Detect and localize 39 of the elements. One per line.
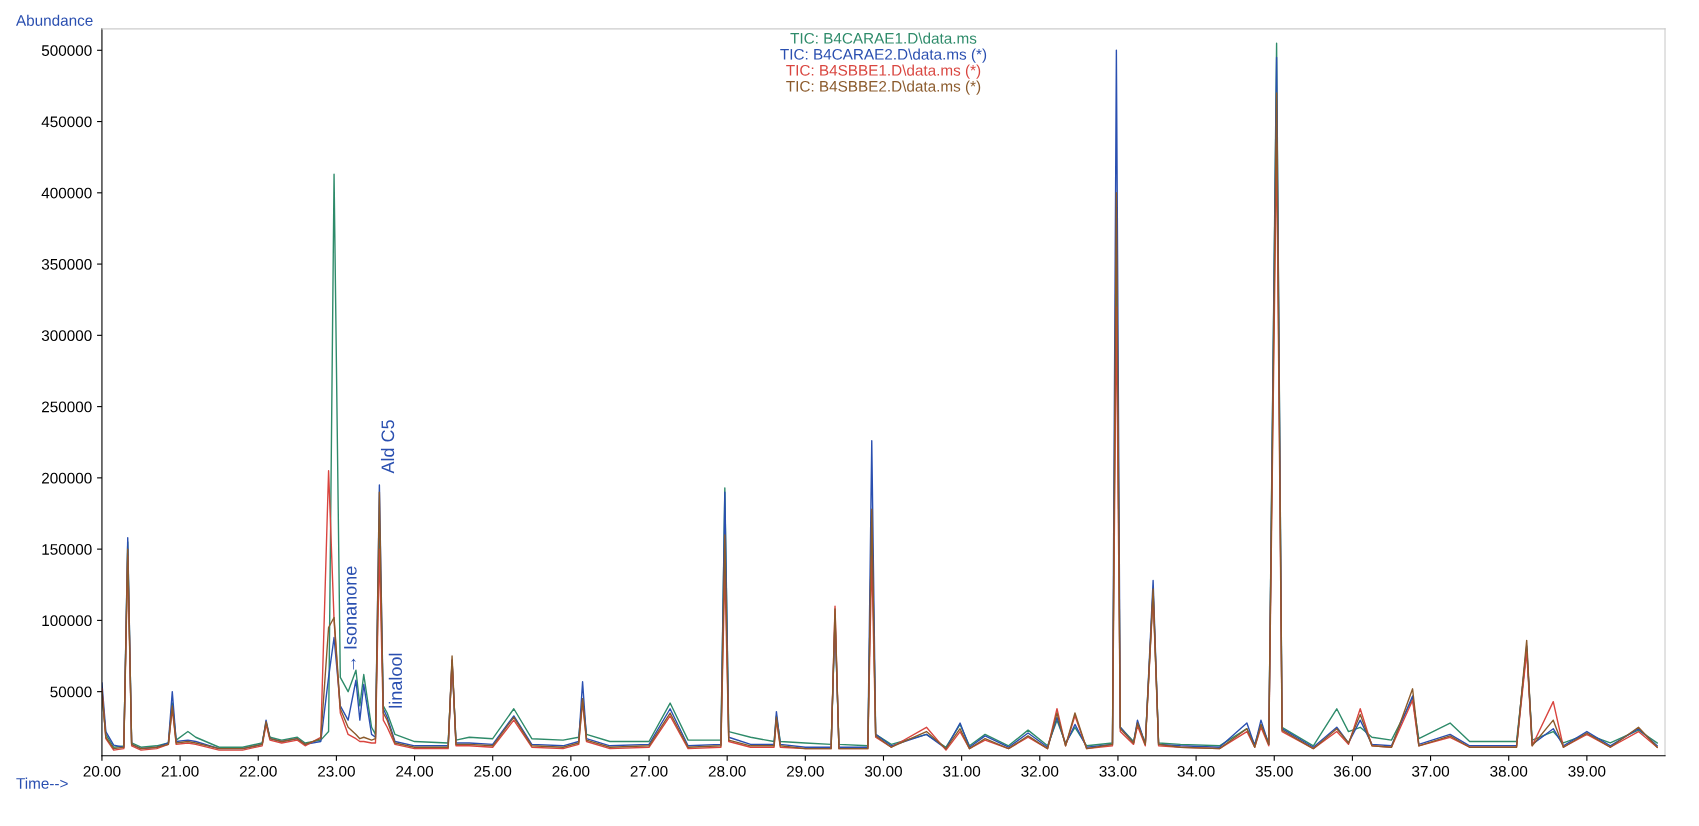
x-tick-label: 25.00 — [474, 765, 512, 777]
text: TIC: B4CARAE1.D\data.ms — [790, 32, 977, 44]
x-axis-title: Time--> — [16, 777, 68, 789]
y-tick-label: 50000 — [50, 686, 92, 698]
y-tick-label: 500000 — [41, 45, 92, 56]
x-tick-label: 23.00 — [318, 765, 355, 777]
x-tick-label: 22.00 — [239, 765, 277, 777]
y-tick-label: 350000 — [41, 258, 92, 270]
x-tick-label: 27.00 — [630, 765, 668, 777]
x-tick-label: 31.00 — [943, 765, 981, 777]
x-tick-label: 20.00 — [83, 765, 121, 777]
y-tick-label: 250000 — [42, 401, 92, 413]
x-tick-label: 37.00 — [1412, 765, 1450, 777]
x-tick-label: 33.00 — [1099, 765, 1137, 777]
y-axis-title: Abundance — [16, 14, 93, 26]
y-tick-label: 100000 — [42, 615, 92, 627]
x-tick-label: 35.00 — [1255, 765, 1293, 777]
x-tick-label: 36.00 — [1333, 765, 1371, 777]
x-tick-label: 34.00 — [1177, 765, 1215, 777]
y-tick-label: 150000 — [42, 544, 92, 555]
text: TIC: B4SBBE2.D\data.ms (*) — [786, 80, 981, 95]
annotation: → Isonanone — [344, 566, 357, 670]
x-tick-label: 38.00 — [1490, 765, 1528, 777]
y-tick-label: 450000 — [41, 116, 92, 128]
y-tick-label: 400000 — [41, 187, 92, 199]
text: TIC: B4CARAE2.D\data.ms (*) — [780, 48, 987, 63]
annotation: Ald C5 — [380, 420, 395, 474]
x-tick-label: 28.00 — [708, 765, 746, 777]
y-tick-label: 300000 — [41, 330, 92, 342]
x-tick-label: 32.00 — [1021, 765, 1059, 777]
x-tick-label: 30.00 — [864, 765, 902, 777]
x-tick-label: 39.00 — [1568, 765, 1606, 777]
x-tick-label: 26.00 — [552, 765, 590, 777]
annotation: linalool — [388, 653, 403, 708]
x-tick-label: 21.00 — [161, 765, 199, 777]
y-tick-label: 200000 — [42, 472, 92, 484]
text: TIC: B4SBBE1.D\data.ms (*) — [786, 64, 981, 79]
x-tick-label: 29.00 — [786, 765, 824, 777]
x-tick-label: 24.00 — [396, 765, 434, 777]
